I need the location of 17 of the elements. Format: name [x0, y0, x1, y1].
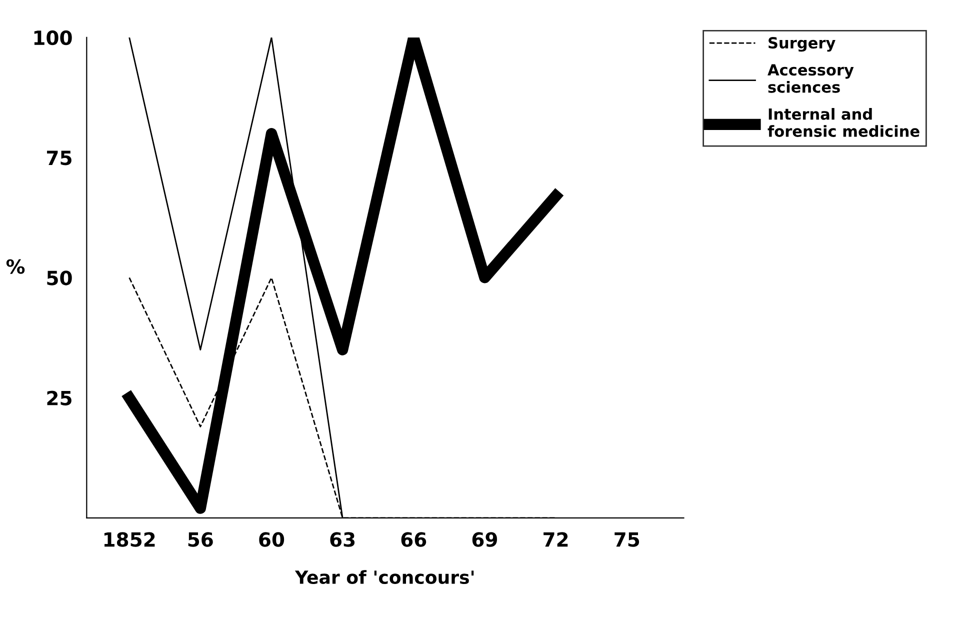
x-tick-label: 72: [544, 532, 568, 547]
x-tick-label: 56: [188, 532, 213, 547]
legend-label: Accessory sciences: [768, 64, 854, 93]
y-tick-label: 50: [47, 270, 72, 286]
y-axis-title: %: [6, 259, 25, 274]
y-tick-label: 75: [47, 150, 72, 166]
x-tick-label: 60: [259, 532, 284, 547]
y-tick-label: 25: [47, 390, 72, 406]
x-tick-label: 1852: [104, 532, 155, 547]
x-tick-label: 66: [401, 532, 426, 547]
legend-label: Surgery: [768, 37, 836, 52]
y-tick-label: 100: [34, 30, 72, 46]
x-tick-label: 69: [472, 532, 497, 547]
legend-label: Internal and forensic medicine: [768, 108, 920, 137]
x-tick-label: 63: [330, 532, 355, 547]
x-axis-title: Year of 'concours': [294, 570, 474, 584]
x-tick-label: 75: [614, 532, 640, 547]
